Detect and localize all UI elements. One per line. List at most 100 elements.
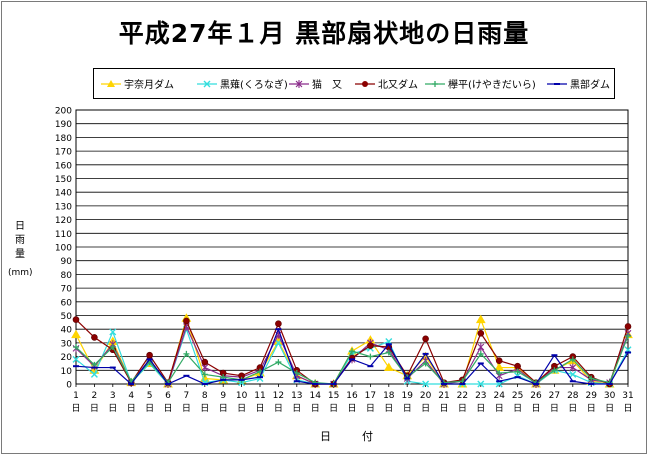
x-tick-label: 29 (585, 391, 597, 401)
y-tick-label: 80 (61, 271, 73, 281)
data-point (91, 334, 98, 341)
x-tick-label: 22 (457, 391, 468, 401)
data-point (275, 320, 282, 328)
data-point (495, 357, 503, 365)
x-tick-label: 9 (220, 391, 226, 401)
x-tick-label: 4 (128, 391, 134, 401)
x-tick-suffix: 日 (90, 403, 99, 414)
x-tick-suffix: 日 (421, 403, 430, 414)
data-point (146, 351, 153, 359)
x-tick-suffix: 日 (108, 403, 117, 414)
data-point (109, 328, 117, 336)
legend-marker (432, 80, 438, 87)
x-tick-suffix: 日 (329, 403, 338, 414)
x-tick-suffix: 日 (255, 403, 264, 414)
x-tick-label: 25 (512, 391, 523, 401)
chart-title: 平成27年１月 黒部扇状地の日雨量 (118, 19, 530, 48)
x-tick-label: 15 (328, 391, 339, 401)
x-tick-label: 19 (401, 391, 413, 401)
data-point (514, 362, 521, 370)
data-point (72, 355, 80, 363)
x-tick-suffix: 日 (182, 403, 191, 414)
x-tick-suffix: 日 (219, 403, 228, 414)
legend-swatch (289, 79, 309, 88)
x-tick-suffix: 日 (458, 403, 467, 414)
x-tick-suffix: 日 (587, 403, 596, 414)
x-tick-suffix: 日 (347, 403, 356, 414)
x-tick-suffix: 日 (200, 403, 209, 414)
x-tick-label: 30 (604, 391, 616, 401)
x-tick-suffix: 日 (366, 403, 375, 414)
data-point (496, 370, 503, 377)
x-tick-label: 26 (530, 391, 542, 401)
data-point (183, 350, 190, 357)
x-tick-suffix: 日 (274, 403, 283, 414)
data-point (201, 358, 209, 366)
data-point (475, 314, 486, 324)
x-tick-label: 28 (567, 391, 579, 401)
x-tick-suffix: 日 (439, 403, 448, 414)
data-point (624, 323, 632, 330)
legend-label: 欅平(けやきだいら) (448, 80, 536, 91)
data-point (367, 342, 374, 349)
x-tick-suffix: 日 (237, 403, 246, 414)
x-tick-label: 13 (291, 391, 302, 401)
x-tick-suffix: 日 (292, 403, 301, 414)
data-point (569, 363, 577, 372)
data-point (71, 329, 81, 339)
legend-label: 猫 又 (312, 80, 342, 91)
data-point (109, 344, 116, 351)
x-tick-label: 27 (549, 391, 560, 401)
x-tick-suffix: 日 (311, 403, 320, 414)
y-tick-label: 150 (55, 175, 72, 185)
y-tick-label: 120 (55, 216, 72, 226)
x-tick-label: 10 (236, 391, 248, 401)
x-tick-label: 16 (346, 391, 358, 401)
y-tick-label: 100 (55, 244, 72, 254)
data-point (477, 380, 485, 388)
data-point (90, 370, 98, 378)
legend-marker (203, 80, 211, 87)
data-point (73, 344, 79, 351)
legend-label: 北又ダム (378, 80, 418, 91)
x-tick-suffix: 日 (550, 403, 559, 414)
x-tick-suffix: 日 (127, 403, 136, 414)
data-point (477, 343, 485, 352)
data-point (201, 371, 208, 378)
data-point (477, 350, 484, 357)
y-tick-label: 160 (55, 161, 72, 171)
legend-item: 猫 又 (288, 69, 342, 98)
legend-swatch (101, 79, 121, 87)
x-tick-suffix: 日 (384, 403, 393, 414)
y-tick-label: 180 (55, 134, 72, 144)
data-point (293, 370, 300, 377)
data-point (477, 330, 485, 337)
y-axis-label-char: 日 (15, 221, 25, 232)
x-tick-suffix: 日 (605, 403, 614, 414)
x-tick-suffix: 日 (513, 403, 522, 414)
x-tick-suffix: 日 (163, 403, 172, 414)
x-tick-label: 11 (254, 391, 265, 401)
x-tick-label: 21 (438, 391, 449, 401)
x-tick-label: 18 (383, 391, 395, 401)
data-point (275, 359, 282, 366)
x-tick-label: 2 (92, 391, 98, 401)
x-tick-label: 23 (475, 391, 486, 401)
data-point (422, 335, 429, 343)
x-tick-label: 31 (622, 391, 633, 401)
x-tick-suffix: 日 (403, 403, 412, 414)
y-axis-unit: (mm) (8, 268, 33, 278)
y-tick-label: 0 (66, 381, 72, 391)
x-tick-label: 1 (73, 391, 79, 401)
x-tick-label: 12 (273, 391, 284, 401)
data-point (569, 370, 577, 378)
x-tick-suffix: 日 (568, 403, 577, 414)
x-tick-suffix: 日 (495, 403, 504, 414)
legend-swatch (197, 80, 217, 87)
y-tick-label: 40 (61, 326, 73, 336)
data-point (514, 368, 521, 375)
x-tick-label: 3 (110, 391, 116, 401)
legend-swatch (355, 80, 375, 87)
y-tick-label: 70 (61, 285, 73, 295)
